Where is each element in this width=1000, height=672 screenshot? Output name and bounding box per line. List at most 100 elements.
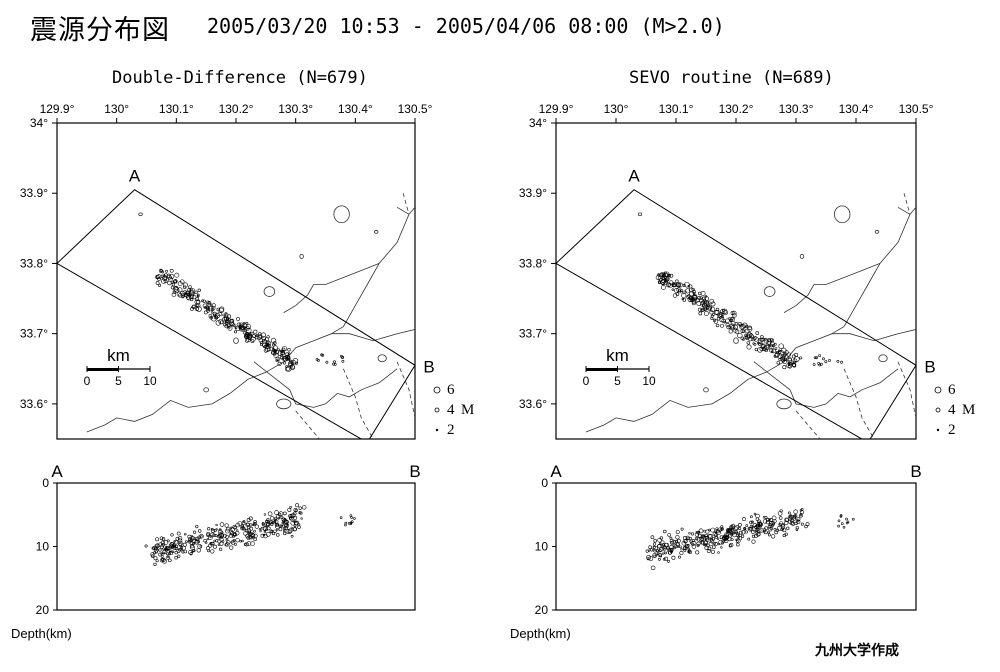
epicenter — [161, 278, 167, 284]
epicenter — [282, 361, 286, 365]
epicenter — [684, 281, 690, 288]
hypocenter — [840, 522, 844, 525]
epicenter — [325, 360, 329, 364]
hypocenter — [278, 511, 284, 517]
lon-tick-label: 130.5° — [899, 102, 934, 116]
hypocenter — [687, 550, 691, 554]
hypocenter — [246, 522, 250, 527]
hypocenter — [224, 523, 229, 528]
legend-symbol — [434, 407, 440, 413]
epicenter — [818, 354, 822, 358]
legend-symbol — [935, 407, 941, 413]
hypocenter — [214, 534, 218, 538]
hypocenter — [154, 550, 158, 554]
hypocenter — [741, 534, 745, 538]
fault-line — [897, 361, 916, 418]
hypocenter — [660, 540, 665, 545]
hypocenter — [730, 537, 734, 542]
hypocenter — [265, 531, 271, 537]
hypocenter — [727, 536, 732, 542]
epicenter — [202, 303, 208, 309]
hypocenter — [167, 555, 170, 559]
hypocenter — [293, 524, 297, 528]
hypocenter — [657, 544, 662, 549]
epicenter — [214, 312, 221, 319]
epicenter — [720, 323, 724, 328]
epicenter — [726, 324, 731, 330]
epicenter — [824, 360, 828, 364]
epicenter — [755, 331, 760, 335]
fault-line — [343, 368, 374, 439]
hypocenter — [714, 533, 718, 538]
epicenter — [223, 315, 229, 321]
hypocenter — [653, 554, 657, 558]
hypocenter — [207, 535, 213, 540]
epicenter — [689, 297, 693, 301]
epicenter — [207, 307, 210, 310]
hypocenter — [675, 530, 680, 534]
lon-tick-label: 129.9° — [40, 102, 75, 116]
hypocenter — [753, 512, 757, 516]
epicenter — [661, 282, 665, 286]
epicenter — [248, 333, 252, 337]
hypocenter — [782, 528, 787, 533]
panel-title-sevo-routine: SEVO routine (N=689) — [629, 68, 834, 88]
epicenter — [723, 320, 726, 324]
epicenter — [166, 274, 172, 280]
epicenter — [661, 272, 666, 277]
hypocenter — [220, 535, 223, 539]
hypocenter — [728, 544, 733, 548]
hypocenter — [192, 541, 195, 545]
hypocenter — [213, 544, 217, 549]
cross-section-panel-sevo: A B 0 10 20 Depth(km) — [510, 462, 922, 641]
hypocenter — [703, 540, 708, 545]
hypocenter — [289, 516, 293, 520]
hypocenter — [162, 558, 167, 564]
hypocenter — [225, 534, 229, 539]
hypocenter — [284, 519, 289, 525]
hypocenter — [735, 538, 738, 541]
hypocenter — [290, 534, 294, 538]
hypocenter — [290, 526, 293, 529]
epicenter — [332, 362, 335, 366]
lon-tick-label: 130.4° — [338, 102, 373, 116]
map-content — [57, 189, 415, 439]
lat-tick-label: 33.7° — [20, 327, 48, 341]
section-frame — [56, 482, 416, 611]
scale-bar-label: 5 — [614, 374, 621, 388]
hypocenter — [173, 540, 176, 543]
epicenter — [774, 353, 779, 358]
epicenter — [697, 307, 702, 312]
hypocenter — [758, 528, 764, 533]
epicenter — [194, 299, 200, 305]
hypocenter — [155, 559, 159, 563]
hypocenter — [650, 548, 654, 552]
hypocenter — [741, 530, 746, 535]
hypocenter — [233, 526, 237, 530]
hypocenter — [715, 528, 721, 534]
hypocenter — [183, 549, 188, 554]
epicenter — [341, 355, 345, 359]
hypocenter — [696, 541, 701, 546]
epicenter — [698, 311, 703, 316]
epicenter — [182, 282, 189, 288]
hypocenter — [678, 555, 681, 559]
hypocenter — [295, 503, 300, 508]
hypocenter — [168, 558, 172, 563]
island — [263, 286, 276, 297]
hypocenter — [281, 521, 285, 525]
hypocenter — [207, 527, 211, 531]
hypocenter — [196, 548, 201, 553]
epicenter — [778, 349, 784, 356]
hypocenter — [273, 529, 277, 534]
epicenter — [196, 306, 202, 312]
hypocenter — [261, 522, 265, 525]
epicenter — [194, 290, 198, 294]
hypocenter — [680, 548, 683, 551]
hypocenter — [755, 532, 761, 537]
coastline — [283, 263, 380, 313]
lat-tick-label: 34° — [529, 116, 547, 130]
hypocenter — [215, 528, 218, 531]
island — [233, 337, 239, 344]
epicenter — [725, 318, 730, 324]
